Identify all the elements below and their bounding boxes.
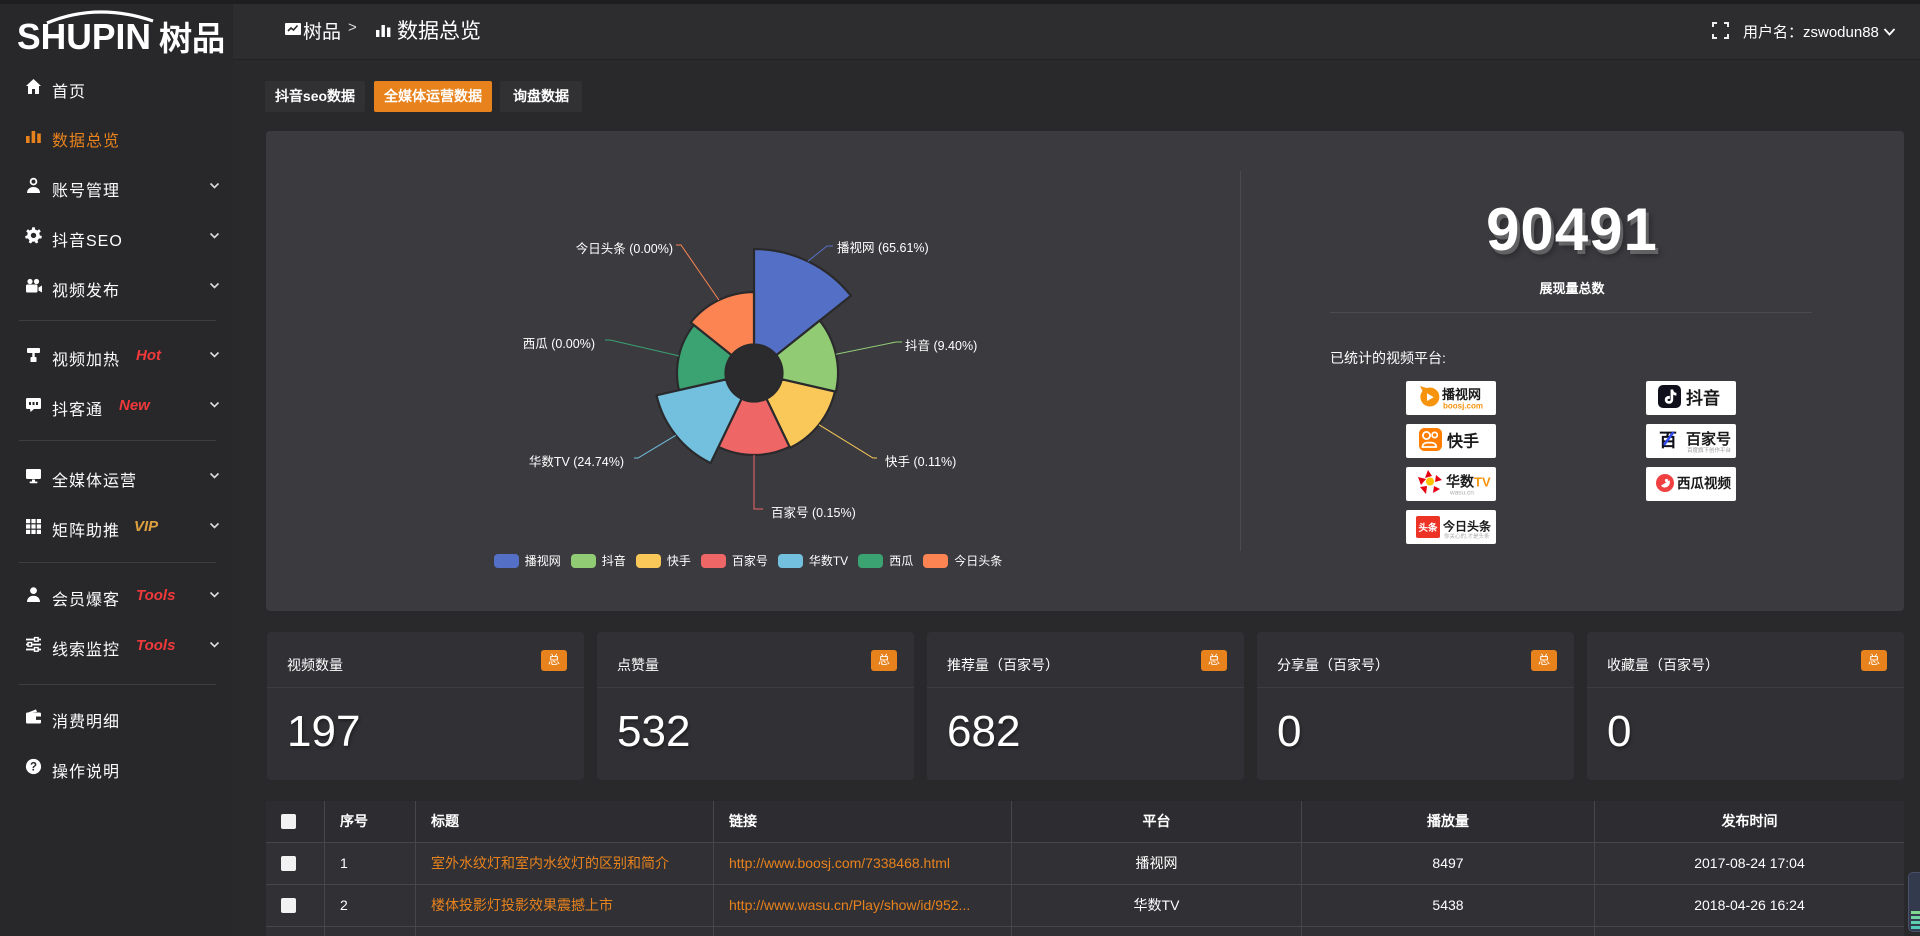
svg-text:?: ?: [30, 762, 37, 774]
svg-text:wasu.cn: wasu.cn: [1449, 490, 1474, 497]
svg-text:华数: 华数: [1446, 474, 1475, 490]
svg-text:百家号: 百家号: [1686, 430, 1731, 448]
svg-text:boosj.com: boosj.com: [1443, 402, 1483, 411]
svg-text:百度旗下创作平台: 百度旗下创作平台: [1687, 446, 1732, 454]
svg-text:TV: TV: [1474, 475, 1491, 490]
svg-text:西瓜视频: 西瓜视频: [1677, 475, 1731, 491]
svg-text:今日头条: 今日头条: [1442, 519, 1492, 534]
svg-text:播视网: 播视网: [1442, 387, 1481, 402]
svg-text:你关心的,才是头条: 你关心的,才是头条: [1444, 532, 1490, 540]
svg-text:SHUPIN: SHUPIN: [17, 16, 151, 54]
svg-text:抖音: 抖音: [1686, 388, 1720, 408]
svg-text:快手: 快手: [1447, 432, 1479, 451]
svg-text:头条: 头条: [1418, 522, 1438, 534]
svg-text:树品: 树品: [159, 20, 225, 54]
